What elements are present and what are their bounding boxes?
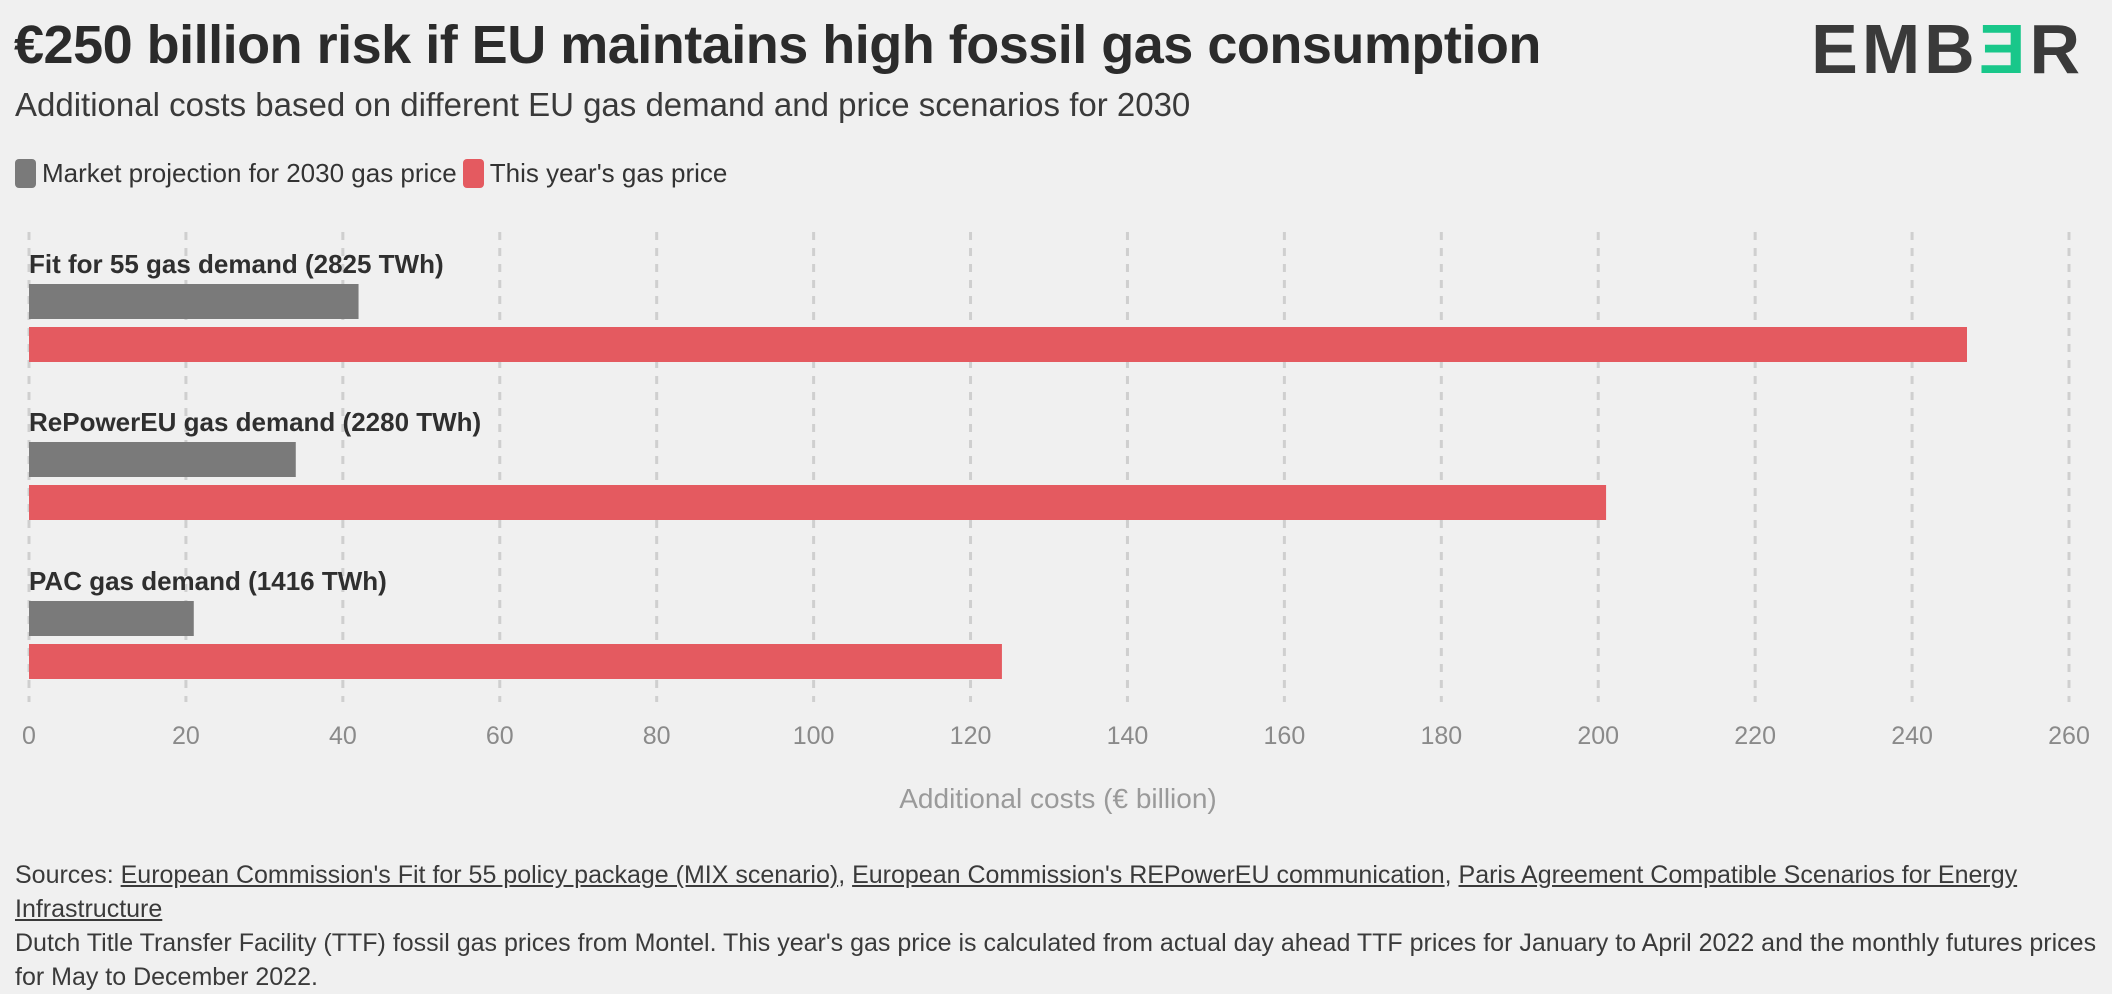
sources-separator: , [838,861,853,889]
category-label: RePowerEU gas demand (2280 TWh) [29,407,481,437]
x-tick-label: 0 [22,722,36,750]
source-link-pac-scenarios[interactable]: Paris Agreement Compatible Scenarios for… [15,861,2018,923]
sources-note-text: Dutch Title Transfer Facility (TTF) foss… [15,929,2097,991]
x-tick-label: 20 [172,722,200,750]
bar-this-year [29,327,1967,362]
legend-item-this-year: This year's gas price [462,158,728,189]
x-tick-label: 220 [1734,722,1776,750]
x-tick-label: 160 [1264,722,1306,750]
x-tick-label: 80 [643,722,671,750]
bar-market-projection [29,284,359,319]
x-tick-label: 260 [2048,722,2090,750]
bar-chart: Fit for 55 gas demand (2825 TWh) RePowerE… [22,232,2090,814]
sources-prefix: Sources: [15,861,121,889]
x-axis-label: Additional costs (€ billion) [899,783,1217,814]
bar-this-year [29,485,1607,520]
bar-market-projection [29,601,194,636]
x-tick-label: 200 [1577,722,1619,750]
source-link-fit-for-55[interactable]: European Commission's Fit for 55 policy … [120,861,839,889]
chart-legend: Market projection for 2030 gas price Thi… [15,158,727,189]
chart-title: €250 billion risk if EU maintains high f… [14,15,1541,75]
sources-separator: , [1444,861,1459,889]
sources-note: Sources: European Commission's Fit for 5… [15,858,2100,994]
legend-label: Market projection for 2030 gas price [42,158,457,188]
legend-swatch-grey [15,159,36,188]
x-tick-label: 60 [486,722,514,750]
legend-swatch-red [462,159,484,188]
x-tick-label: 180 [1420,722,1462,750]
legend-item-market-projection: Market projection for 2030 gas price [15,158,457,189]
x-tick-label: 120 [950,722,992,750]
bars [29,284,1967,679]
category-labels: Fit for 55 gas demand (2825 TWh) RePowerE… [29,249,481,596]
bar-this-year [29,644,1002,679]
category-label: PAC gas demand (1416 TWh) [29,566,387,596]
ember-logo: EMBƎR [1811,10,2084,88]
x-tick-label: 140 [1107,722,1149,750]
legend-label: This year's gas price [489,158,728,188]
source-link-repowereu[interactable]: European Commission's REPowerEU communic… [852,861,1445,889]
chart-subtitle: Additional costs based on different EU g… [15,86,1191,123]
x-tick-label: 100 [793,722,835,750]
x-axis-ticks: 0 20 40 60 80 100 120 140 160 180 200 220 240 260 [22,722,2090,750]
bar-market-projection [29,442,296,477]
x-tick-label: 240 [1891,722,1933,750]
category-label: Fit for 55 gas demand (2825 TWh) [29,249,444,279]
x-tick-label: 40 [329,722,357,750]
